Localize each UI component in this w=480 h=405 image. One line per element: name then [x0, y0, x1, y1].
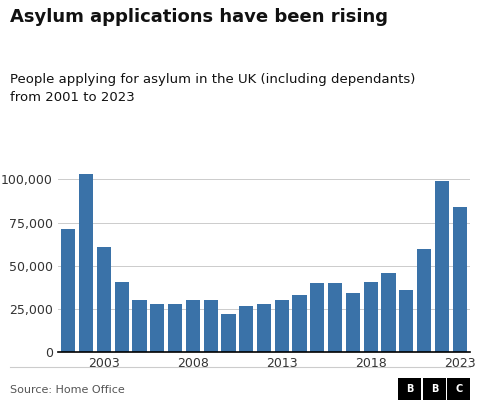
Text: C: C [455, 384, 463, 394]
Bar [328, 283, 342, 352]
Bar [79, 174, 93, 352]
Bar [150, 304, 164, 352]
Text: People applying for asylum in the UK (including dependants)
from 2001 to 2023: People applying for asylum in the UK (in… [10, 73, 415, 104]
Bar [399, 290, 413, 352]
Bar [239, 307, 253, 352]
Bar [364, 282, 378, 352]
Bar [204, 301, 218, 352]
Text: B: B [406, 384, 414, 394]
Bar [257, 304, 271, 352]
Bar [453, 207, 467, 352]
Bar [275, 301, 289, 352]
Bar [435, 181, 449, 352]
Bar [61, 230, 75, 352]
Bar [382, 273, 396, 352]
Bar [168, 304, 182, 352]
Bar [132, 300, 146, 352]
Bar [115, 282, 129, 352]
Text: Source: Home Office: Source: Home Office [10, 385, 124, 395]
Bar [346, 293, 360, 352]
Bar [186, 300, 200, 352]
Bar [310, 283, 324, 352]
Bar [221, 314, 236, 352]
Text: B: B [431, 384, 438, 394]
Bar [417, 249, 431, 352]
Bar [97, 247, 111, 352]
Text: Asylum applications have been rising: Asylum applications have been rising [10, 8, 388, 26]
Bar [292, 295, 307, 352]
